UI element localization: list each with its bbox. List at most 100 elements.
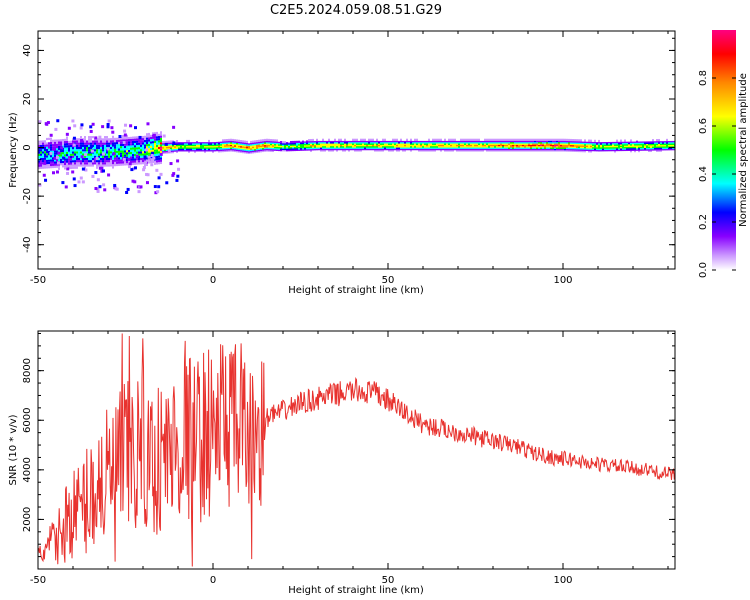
spectrogram-cell (136, 158, 138, 161)
spectrogram-cell (468, 146, 470, 149)
spectrogram-cell (82, 144, 84, 147)
spectrogram-cell (616, 144, 618, 148)
spectrogram-cell (550, 142, 552, 145)
spectrogram-cell (374, 148, 376, 151)
spectrogram-cell (650, 141, 652, 144)
spectrogram-cell (156, 138, 158, 141)
spectrogram-cell (54, 159, 56, 162)
spectrogram-cell (202, 139, 204, 143)
spectrogram-cell (140, 155, 142, 158)
spectrogram-cell (532, 140, 534, 143)
spectrogram-cell (128, 149, 130, 153)
spectrogram-cell (208, 146, 210, 149)
spectrogram-cell (118, 157, 120, 160)
spectrogram-cell (216, 141, 218, 144)
spectrogram-cell (372, 140, 374, 143)
spectrogram-cell (128, 152, 130, 155)
spectrogram-cell (534, 146, 536, 149)
spectrogram-cell (616, 147, 618, 150)
spectrogram-cell (154, 160, 156, 163)
spectrogram-cell (504, 138, 506, 141)
spectrogram-cell (50, 161, 52, 164)
spectrogram-cell (624, 146, 626, 149)
spectrogram-cell (276, 140, 278, 143)
spectrogram-cell (118, 159, 120, 162)
spectrogram-cell (578, 148, 580, 151)
spectrogram-cell (312, 149, 314, 152)
spectrogram-cell (366, 141, 368, 144)
spectrogram-cell (274, 139, 276, 142)
spectrogram-cell (380, 144, 382, 147)
spectrogram-cell (294, 144, 296, 148)
spectrogram-cell (130, 149, 132, 153)
spectrogram-cell (454, 146, 456, 149)
spectrogram-cell (296, 144, 298, 148)
spectrogram-cell (566, 138, 568, 142)
spectrogram-cell (516, 144, 518, 147)
spectrogram-cell (604, 143, 606, 147)
spectrogram-cell (52, 141, 54, 145)
spectrogram-cell (374, 146, 376, 149)
spectrogram-cell (640, 139, 642, 142)
spectrogram-cell (468, 148, 470, 151)
spectrogram-cell (304, 143, 306, 146)
spectrogram-cell (60, 154, 62, 157)
spectrogram-cell (630, 144, 632, 147)
spectrogram-cell (120, 163, 122, 166)
spectrogram-cell (264, 146, 266, 150)
spectrogram-cell (468, 138, 470, 141)
spectrogram-cell (74, 160, 76, 163)
spectrogram-cell (130, 138, 132, 142)
spectrogram-cell (498, 144, 500, 147)
spectrogram-cell (456, 138, 458, 141)
spectrogram-cell (456, 140, 458, 143)
spectrogram-cell (136, 147, 138, 150)
spectrogram-cell (300, 147, 302, 150)
spectrogram-cell (602, 147, 604, 151)
spectrogram-cell (428, 148, 430, 151)
spectrogram-cell (256, 141, 258, 144)
spectrogram-cell (508, 142, 510, 145)
spectrogram-cell (470, 141, 472, 144)
spectrogram-cell (570, 149, 572, 152)
spectrogram-cell (130, 136, 132, 139)
spectrogram-cell (352, 145, 354, 148)
spectrogram-cell (146, 159, 148, 162)
spectrogram-cell (86, 140, 88, 143)
spectrogram-frame (37, 30, 676, 270)
spectrogram-cell (624, 144, 626, 148)
spectrogram-cell (260, 146, 262, 149)
spectrogram-cell (348, 146, 350, 149)
spectrogram-cell (316, 146, 318, 149)
spectrogram-cell (214, 145, 216, 148)
spectrogram-cell (112, 155, 114, 158)
spectrogram-cell (340, 140, 342, 143)
spectrogram-outlier (146, 173, 150, 177)
spectrogram-cell (592, 139, 594, 142)
spectrogram-cell (478, 141, 480, 144)
spectrogram-cell (330, 138, 332, 141)
spectrogram-cell (252, 151, 254, 154)
spectrogram-cell (462, 144, 464, 147)
spectrogram-cell (498, 141, 500, 144)
spectrogram-cell (152, 149, 154, 153)
spectrogram-cell (628, 146, 630, 149)
spectrogram-cell (144, 142, 146, 145)
spectrogram-cell (100, 146, 102, 150)
spectrogram-cell (58, 158, 60, 162)
spectrogram-cell (424, 145, 426, 148)
spectrogram-cell (252, 145, 254, 149)
spectrogram-cell (336, 148, 338, 151)
spectrogram-cell (568, 141, 570, 144)
spectrogram-cell (384, 144, 386, 147)
spectrogram-cell (156, 142, 158, 145)
spectrogram-cell (520, 144, 522, 147)
spectrogram-cell (304, 148, 306, 151)
spectrogram-cell (62, 154, 64, 157)
spectrogram-cell (208, 145, 210, 148)
spectrogram-cell (448, 142, 450, 145)
spectrogram-cell (116, 139, 118, 143)
spectrogram-cell (352, 138, 354, 141)
spectrogram-cell (346, 144, 348, 147)
spectrogram-cell (292, 148, 294, 152)
